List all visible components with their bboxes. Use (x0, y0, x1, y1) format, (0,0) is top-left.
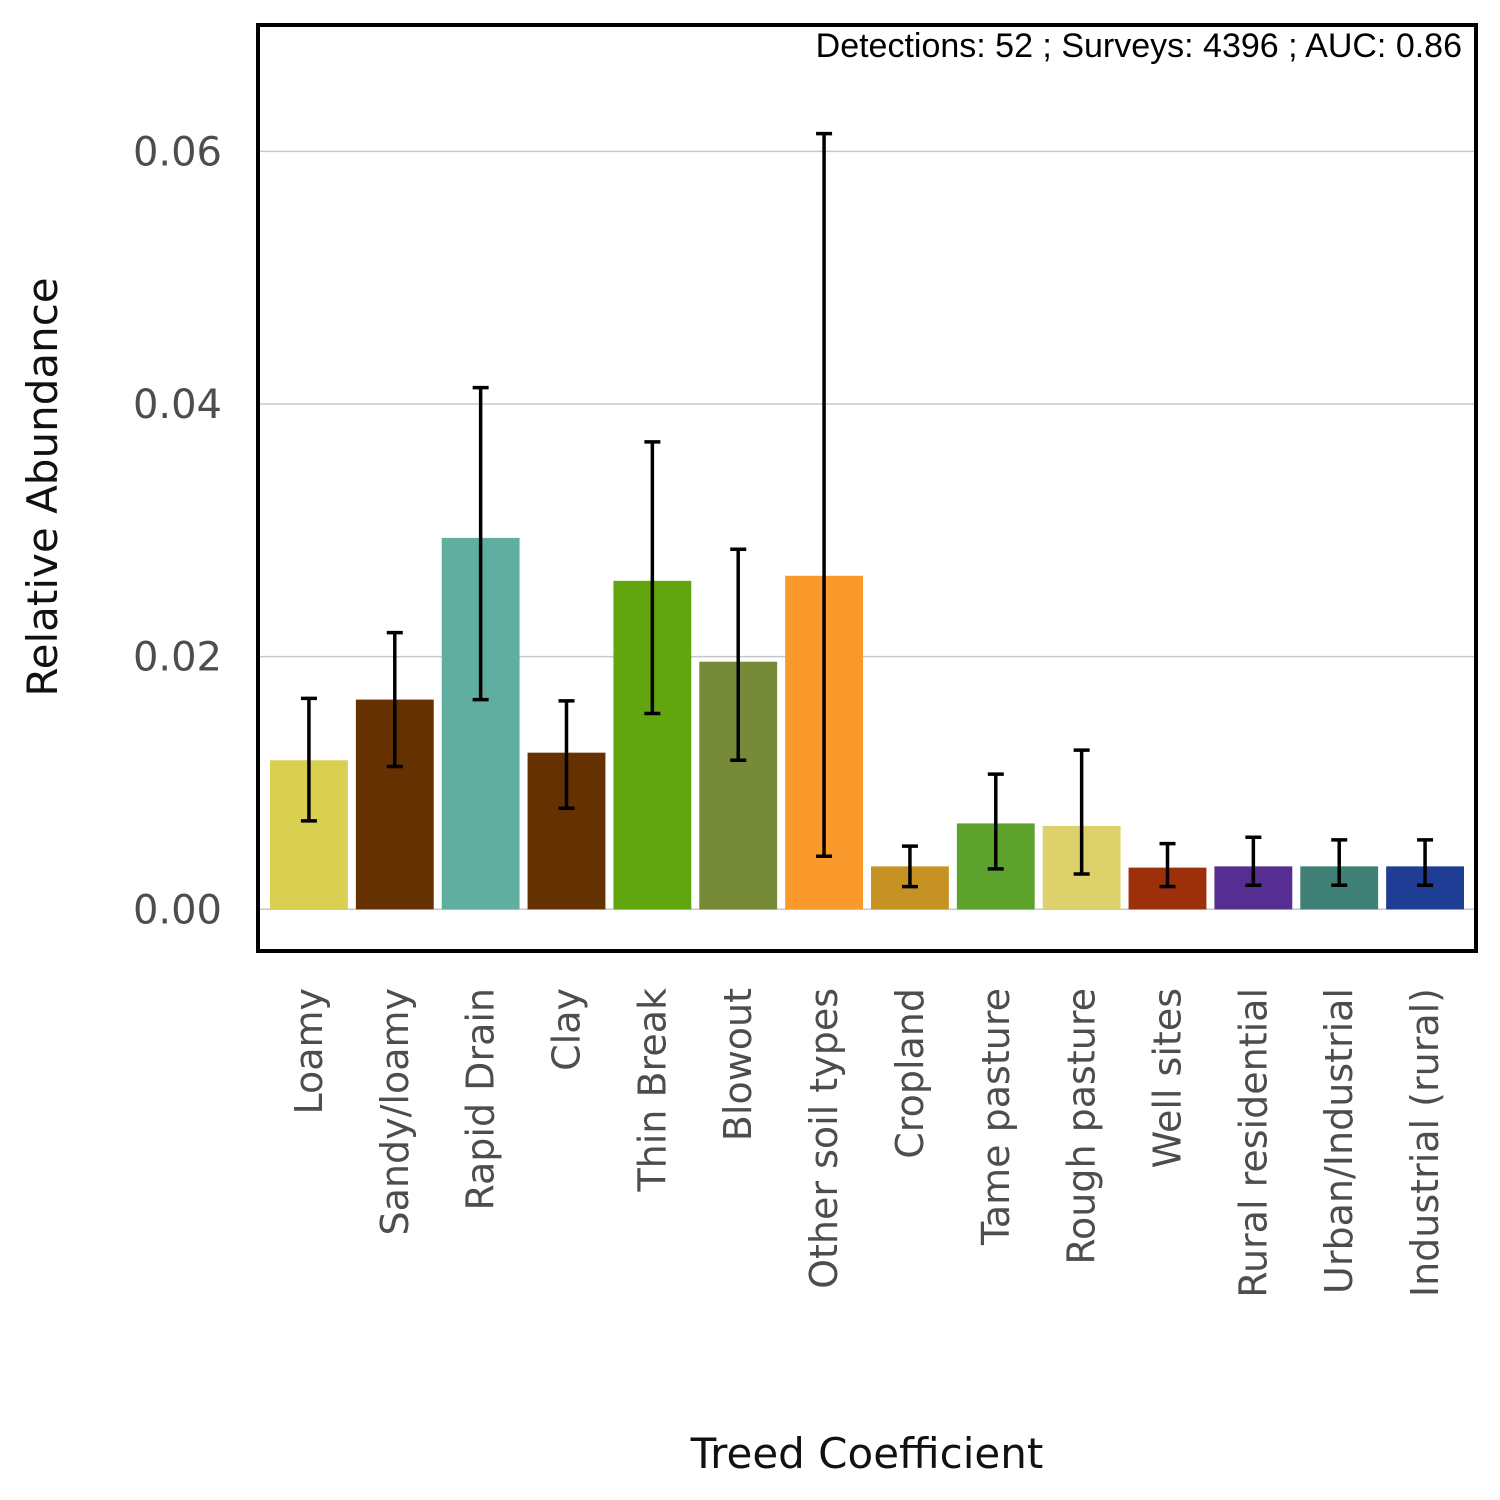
error-bar (1245, 835, 1262, 888)
y-tick-label: 0.00 (133, 887, 222, 933)
error-bar (1159, 841, 1176, 889)
bars (270, 537, 1464, 910)
error-bar (730, 547, 747, 762)
x-tick-label: Blowout (716, 988, 760, 1141)
x-tick-label: Thin Break (630, 988, 674, 1193)
y-tick-label: 0.02 (133, 635, 222, 681)
error-bar (300, 696, 317, 823)
error-bars (300, 131, 1434, 889)
error-bar (1417, 838, 1434, 888)
x-tick-label: Well sites (1146, 988, 1190, 1168)
plot-frame (256, 23, 1478, 953)
x-tick-label: Rural residential (1231, 988, 1275, 1298)
x-tick-label: Clay (545, 988, 589, 1071)
error-bar (386, 630, 403, 769)
error-bar (1331, 838, 1348, 888)
x-tick-label: Cropland (888, 988, 932, 1159)
error-bar (987, 772, 1004, 871)
y-tick-label: 0.04 (133, 382, 222, 428)
x-tick-label: Sandy/loamy (373, 988, 417, 1236)
error-bar (1073, 748, 1090, 876)
x-tick-label: Rough pasture (1060, 988, 1104, 1265)
error-bar (558, 699, 575, 810)
error-bar (644, 440, 661, 716)
gridlines (258, 150, 1476, 911)
x-tick-label: Other soil types (802, 988, 846, 1289)
x-tick-labels: Loamy Sandy/loamy Rapid Drain Clay Thin Brea… (287, 988, 1447, 1298)
error-bar (901, 844, 918, 889)
y-axis-title: Relative Abundance (18, 277, 67, 696)
y-tick-label: 0.06 (133, 129, 222, 175)
stats-annotation: Detections: 52 ; Surveys: 4396 ; AUC: 0.… (816, 27, 1462, 65)
y-tick-labels: 0.00 0.02 0.04 0.06 (133, 129, 222, 933)
x-tick-label: Industrial (rural) (1403, 988, 1447, 1297)
error-bar (472, 385, 489, 702)
x-tick-label: Tame pasture (974, 988, 1018, 1246)
error-bar (816, 131, 833, 859)
x-tick-label: Loamy (287, 988, 331, 1115)
x-tick-label: Urban/Industrial (1317, 988, 1361, 1294)
x-axis-title: Treed Coefficient (690, 1429, 1044, 1478)
x-tick-label: Rapid Drain (459, 988, 503, 1211)
